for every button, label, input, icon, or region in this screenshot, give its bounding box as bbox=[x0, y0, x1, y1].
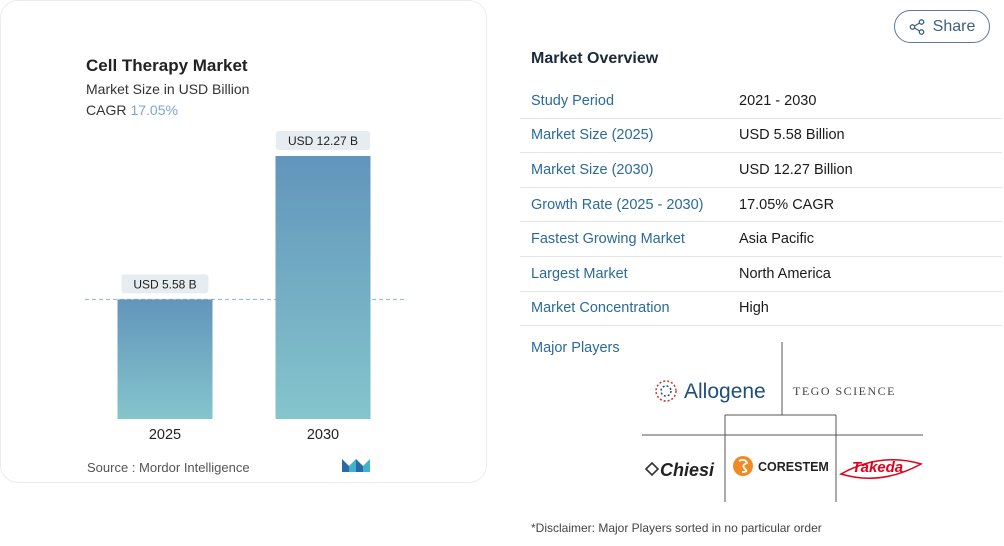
share-icon bbox=[909, 18, 924, 35]
cagr-value: 17.05% bbox=[130, 102, 178, 118]
major-players-grid: Allogene TEGO SCIENCE Chiesi CORESTEM Ta… bbox=[642, 342, 923, 502]
overview-value: North America bbox=[739, 265, 831, 282]
disclaimer: *Disclaimer: Major Players sorted in no … bbox=[531, 521, 822, 535]
chiesi-text: Chiesi bbox=[660, 460, 715, 480]
bar-chart: USD 5.58 B 2025 USD 12.27 B 2030 bbox=[85, 131, 405, 443]
overview-value: High bbox=[739, 300, 769, 317]
mordor-intelligence-logo bbox=[342, 459, 370, 472]
chiesi-logo: Chiesi bbox=[644, 460, 715, 480]
allogene-text: Allogene bbox=[684, 380, 766, 403]
chart-source: Source : Mordor Intelligence bbox=[87, 460, 250, 475]
overview-key: Largest Market bbox=[531, 265, 628, 282]
overview-value: USD 5.58 Billion bbox=[739, 127, 845, 144]
overview-key: Market Size (2025) bbox=[531, 127, 654, 144]
takeda-logo: Takeda bbox=[839, 459, 923, 479]
allogene-logo: Allogene bbox=[655, 380, 766, 403]
chart-card: Cell Therapy Market Market Size in USD B… bbox=[0, 0, 487, 483]
overview-row: Largest Market North America bbox=[520, 257, 1002, 292]
corestem-logo: CORESTEM bbox=[733, 456, 829, 476]
overview-value: USD 12.27 Billion bbox=[739, 161, 853, 178]
major-players-label: Major Players bbox=[531, 340, 620, 356]
takeda-text: Takeda bbox=[852, 459, 903, 476]
overview-key: Market Size (2030) bbox=[531, 161, 654, 178]
overview-key: Fastest Growing Market bbox=[531, 231, 685, 248]
overview-row: Study Period 2021 - 2030 bbox=[520, 84, 1002, 119]
share-label: Share bbox=[932, 17, 976, 35]
x-tick-label: 2025 bbox=[149, 427, 181, 443]
overview-key: Market Concentration bbox=[531, 300, 670, 317]
share-button[interactable]: Share bbox=[894, 10, 990, 43]
overview-row: Market Concentration High bbox=[520, 292, 1002, 327]
data-label-bg bbox=[121, 274, 209, 294]
chart-subtitle: Market Size in USD Billion bbox=[86, 81, 250, 97]
cagr-label: CAGR bbox=[86, 102, 127, 118]
chart-cagr: CAGR 17.05% bbox=[86, 102, 178, 118]
overview-value: 2021 - 2030 bbox=[739, 92, 817, 109]
x-tick-label: 2030 bbox=[307, 427, 339, 443]
data-label: USD 5.58 B bbox=[133, 277, 196, 291]
bar-2025 bbox=[117, 299, 213, 419]
overview-row: Fastest Growing Market Asia Pacific bbox=[520, 222, 1002, 257]
corestem-text: CORESTEM bbox=[758, 460, 829, 474]
chart-title: Cell Therapy Market bbox=[86, 56, 248, 75]
tego-science-text: TEGO SCIENCE bbox=[793, 384, 896, 398]
overview-key: Study Period bbox=[531, 92, 615, 109]
overview-row: Market Size (2030) USD 12.27 Billion bbox=[520, 153, 1002, 188]
data-label-bg bbox=[275, 131, 371, 150]
overview-row: Growth Rate (2025 - 2030) 17.05% CAGR bbox=[520, 188, 1002, 223]
overview-key: Growth Rate (2025 - 2030) bbox=[531, 196, 704, 213]
data-label: USD 12.27 B bbox=[288, 134, 358, 148]
overview-title: Market Overview bbox=[531, 50, 659, 67]
tego-science-logo: TEGO SCIENCE bbox=[793, 384, 896, 398]
overview-value: 17.05% CAGR bbox=[739, 196, 835, 213]
overview-row: Market Size (2025) USD 5.58 Billion bbox=[520, 119, 1002, 154]
overview-value: Asia Pacific bbox=[739, 231, 814, 248]
bar-2030 bbox=[275, 156, 371, 419]
overview-table: Study Period 2021 - 2030 Market Size (20… bbox=[520, 84, 1002, 327]
